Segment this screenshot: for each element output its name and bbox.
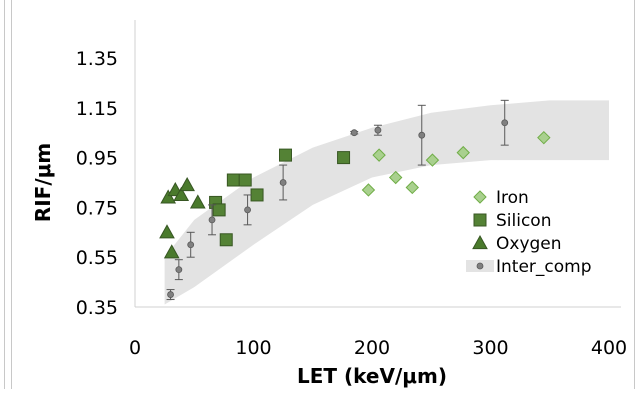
- axes: 0.35 0.55 0.75 0.95 1.15 1.35 0 100 200 300 400 LET…: [31, 20, 627, 388]
- oxygen-point: [160, 189, 177, 204]
- inter-comp-point: [244, 206, 251, 214]
- x-tick-label: 300: [472, 337, 508, 359]
- legend-iron-marker: [473, 190, 487, 204]
- iron-point: [372, 148, 386, 162]
- inter-comp-band: [164, 100, 609, 305]
- left-border-line: [4, 0, 5, 389]
- y-axis-title: RIF/μm: [31, 143, 55, 222]
- y-tick-label: 0.55: [76, 247, 118, 269]
- silicon-point: [278, 148, 292, 162]
- silicon-point: [337, 151, 351, 165]
- x-tick-label: 0: [129, 337, 141, 359]
- inter-comp-point: [279, 179, 287, 186]
- iron-point: [405, 180, 419, 195]
- iron-point: [537, 130, 551, 145]
- y-tick-label: 0.75: [76, 197, 118, 219]
- silicon-point: [226, 173, 240, 187]
- legend-oxygen-label: Oxygen: [496, 234, 562, 254]
- silicon-point: [219, 233, 233, 247]
- iron-point: [425, 153, 440, 167]
- legend-inter-comp-marker: [476, 262, 484, 270]
- y-tick-label: 0.35: [76, 297, 118, 319]
- y-tick-label: 1.35: [76, 48, 118, 70]
- x-tick-label: 100: [235, 337, 271, 359]
- inter-comp-point: [175, 266, 183, 274]
- oxygen-point: [173, 186, 190, 202]
- legend-silicon-label: Silicon: [496, 211, 551, 231]
- inter-comp-point: [374, 126, 382, 134]
- x-axis-title: LET (keV/μm): [297, 364, 447, 388]
- inter-comp-point: [418, 131, 426, 139]
- iron-point: [456, 145, 470, 160]
- oxygen-point: [179, 176, 195, 192]
- right-border-line: [634, 0, 635, 389]
- iron-point: [388, 170, 403, 185]
- oxygen-point: [189, 194, 206, 209]
- data-points: [159, 99, 551, 301]
- oxygen-point: [159, 224, 175, 239]
- band-layer: [164, 100, 609, 305]
- inter-comp-point: [187, 241, 195, 249]
- legend: Iron Silicon Oxygen Inter_comp: [466, 188, 592, 277]
- y-tick-label: 1.15: [76, 98, 118, 120]
- inter-comp-point: [167, 291, 174, 298]
- silicon-point: [238, 173, 252, 187]
- inter-comp-point: [208, 216, 216, 224]
- x-tick-label: 200: [354, 337, 390, 359]
- x-tick-label: 400: [591, 337, 627, 359]
- silicon-point: [212, 203, 226, 217]
- silicon-point: [250, 188, 264, 202]
- legend-silicon-marker: [473, 213, 487, 227]
- oxygen-point: [163, 244, 180, 259]
- iron-point: [361, 183, 376, 197]
- inter-comp-point: [350, 129, 358, 137]
- left-border-line-inner: [11, 0, 12, 389]
- y-tick-label: 0.95: [76, 148, 118, 170]
- legend-inter-comp-label: Inter_comp: [496, 257, 592, 277]
- legend-oxygen-marker: [472, 234, 488, 250]
- inter-comp-point: [501, 119, 509, 127]
- legend-iron-label: Iron: [496, 188, 529, 208]
